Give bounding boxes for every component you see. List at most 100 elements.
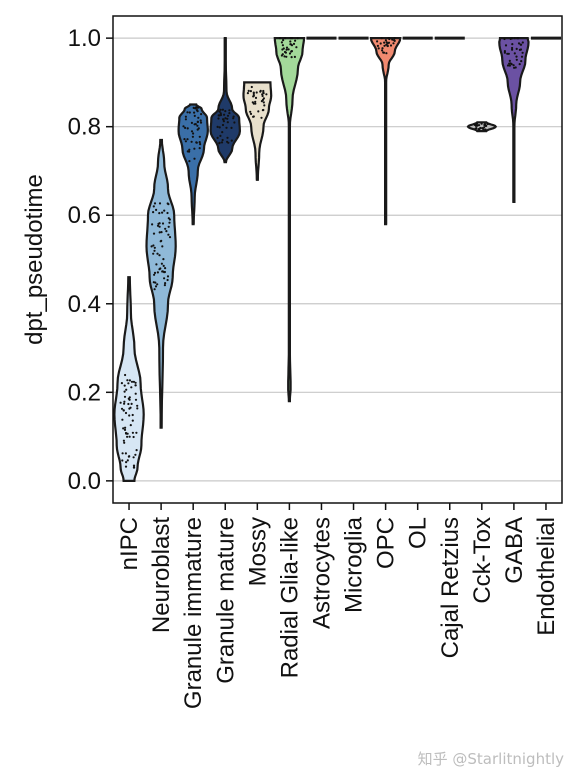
data-point bbox=[166, 278, 169, 282]
data-point bbox=[262, 108, 265, 112]
data-point bbox=[219, 108, 222, 111]
data-point bbox=[155, 208, 158, 211]
data-point bbox=[199, 121, 203, 124]
data-point bbox=[168, 236, 172, 239]
data-point bbox=[254, 96, 258, 99]
data-point bbox=[480, 122, 483, 125]
data-point bbox=[221, 123, 225, 127]
data-point bbox=[278, 37, 281, 40]
data-point bbox=[123, 395, 127, 398]
data-point bbox=[255, 91, 258, 94]
data-point bbox=[247, 89, 250, 92]
data-point bbox=[226, 114, 230, 117]
violin-granule-mature bbox=[209, 37, 242, 164]
data-point bbox=[289, 43, 292, 46]
data-point bbox=[376, 40, 379, 43]
data-point bbox=[504, 44, 508, 47]
data-point bbox=[127, 397, 130, 400]
data-point bbox=[520, 60, 523, 63]
data-point bbox=[192, 106, 195, 109]
data-point bbox=[156, 283, 159, 286]
data-point bbox=[518, 63, 521, 66]
data-point bbox=[128, 435, 131, 438]
violin-mossy bbox=[242, 81, 273, 181]
data-point bbox=[152, 205, 155, 208]
violin-body bbox=[113, 276, 145, 482]
data-point bbox=[161, 270, 164, 273]
data-point bbox=[196, 120, 199, 124]
y-axis-ticks: 0.0 0.2 0.4 0.6 0.8 1.0 bbox=[68, 25, 113, 495]
data-point bbox=[156, 271, 159, 274]
data-point bbox=[380, 37, 383, 40]
watermark: 知乎 @Starlitnightly bbox=[417, 750, 564, 768]
grid-lines bbox=[113, 37, 562, 482]
data-point bbox=[292, 42, 296, 46]
data-point bbox=[254, 102, 257, 105]
data-point bbox=[226, 121, 229, 124]
data-point bbox=[228, 112, 231, 115]
plot-frame bbox=[112, 15, 563, 504]
data-point bbox=[134, 398, 138, 401]
data-point bbox=[249, 110, 252, 113]
data-point bbox=[285, 48, 288, 51]
x-axis-ticks: nIPC Neuroblast Granule immature Granule ma… bbox=[116, 503, 560, 709]
data-point bbox=[521, 41, 524, 44]
data-point bbox=[393, 39, 396, 42]
data-point bbox=[161, 211, 164, 214]
data-point bbox=[132, 464, 136, 467]
data-point bbox=[503, 50, 506, 53]
data-point bbox=[121, 418, 124, 421]
data-point bbox=[132, 380, 135, 383]
data-point bbox=[506, 52, 509, 55]
data-point bbox=[164, 267, 167, 270]
data-point bbox=[164, 227, 167, 230]
data-point bbox=[152, 281, 155, 284]
data-point bbox=[191, 135, 194, 138]
data-point bbox=[157, 222, 160, 225]
data-point bbox=[377, 47, 380, 50]
violin-body bbox=[177, 103, 209, 226]
data-point bbox=[381, 47, 384, 50]
data-point bbox=[186, 111, 189, 114]
data-point bbox=[224, 110, 227, 113]
violin-body bbox=[498, 37, 530, 203]
data-point bbox=[513, 37, 516, 40]
data-point bbox=[293, 55, 296, 59]
data-point bbox=[290, 50, 293, 53]
x-tick-label: nIPC bbox=[116, 517, 143, 570]
data-point bbox=[289, 40, 292, 43]
data-point bbox=[381, 49, 384, 52]
data-point bbox=[159, 240, 162, 243]
data-point bbox=[160, 262, 163, 265]
x-tick-label: Microglia bbox=[341, 516, 368, 613]
data-point bbox=[280, 54, 283, 57]
data-point bbox=[391, 38, 394, 41]
data-point bbox=[510, 37, 514, 40]
data-point bbox=[392, 42, 395, 45]
data-point bbox=[190, 121, 193, 124]
data-point bbox=[224, 117, 227, 120]
data-point bbox=[249, 112, 253, 115]
data-point bbox=[126, 379, 129, 382]
violin-cck-tox bbox=[466, 121, 498, 133]
data-point bbox=[265, 93, 268, 96]
data-point bbox=[153, 249, 156, 252]
data-point bbox=[125, 388, 128, 391]
data-point bbox=[153, 288, 156, 291]
data-point bbox=[119, 401, 122, 404]
data-point bbox=[186, 127, 189, 130]
data-point bbox=[222, 118, 225, 121]
data-point bbox=[158, 231, 161, 234]
data-point bbox=[226, 117, 229, 120]
data-point bbox=[252, 115, 255, 118]
data-point bbox=[387, 37, 390, 40]
data-point bbox=[134, 392, 137, 395]
data-point bbox=[150, 245, 153, 248]
data-point bbox=[230, 139, 233, 142]
data-point bbox=[131, 419, 134, 422]
data-point bbox=[260, 100, 263, 103]
data-point bbox=[294, 39, 297, 42]
data-point bbox=[223, 113, 226, 116]
data-point bbox=[196, 106, 199, 109]
data-point bbox=[521, 51, 524, 54]
